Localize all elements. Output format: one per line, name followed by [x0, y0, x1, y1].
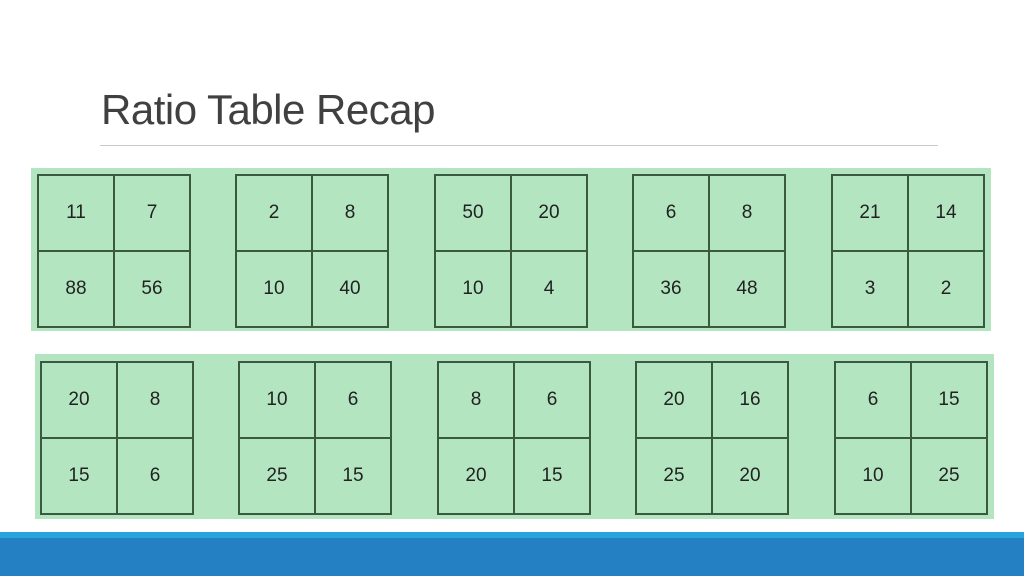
ratio-cell: 20	[636, 362, 712, 438]
ratio-cell: 56	[114, 251, 190, 327]
ratio-cell: 20	[438, 438, 514, 514]
ratio-table: 11 7 88 56	[37, 174, 191, 328]
ratio-cell: 10	[236, 251, 312, 327]
ratio-cell: 6	[315, 362, 391, 438]
ratio-cell: 14	[908, 175, 984, 251]
footer-bar	[0, 538, 1024, 576]
ratio-table: 2 8 10 40	[235, 174, 389, 328]
ratio-table: 6 8 36 48	[632, 174, 786, 328]
ratio-table: 6 15 10 25	[834, 361, 988, 515]
title-divider	[100, 145, 938, 146]
ratio-cell: 25	[636, 438, 712, 514]
footer-accent-bar	[0, 532, 1024, 538]
ratio-cell: 50	[435, 175, 511, 251]
ratio-table: 21 14 3 2	[831, 174, 985, 328]
ratio-cell: 7	[114, 175, 190, 251]
ratio-cell: 25	[239, 438, 315, 514]
ratio-cell: 6	[514, 362, 590, 438]
ratio-cell: 6	[835, 362, 911, 438]
ratio-cell: 10	[239, 362, 315, 438]
ratio-cell: 8	[312, 175, 388, 251]
ratio-cell: 20	[41, 362, 117, 438]
ratio-cell: 4	[511, 251, 587, 327]
ratio-table: 20 16 25 20	[635, 361, 789, 515]
ratio-cell: 8	[117, 362, 193, 438]
ratio-cell: 48	[709, 251, 785, 327]
ratio-cell: 10	[435, 251, 511, 327]
slide-title: Ratio Table Recap	[101, 86, 435, 133]
ratio-cell: 10	[835, 438, 911, 514]
ratio-cell: 11	[38, 175, 114, 251]
ratio-cell: 2	[236, 175, 312, 251]
ratio-cell: 15	[41, 438, 117, 514]
ratio-cell: 21	[832, 175, 908, 251]
ratio-table: 20 8 15 6	[40, 361, 194, 515]
ratio-table: 10 6 25 15	[238, 361, 392, 515]
ratio-cell: 20	[511, 175, 587, 251]
ratio-cell: 2	[908, 251, 984, 327]
ratio-cell: 8	[438, 362, 514, 438]
ratio-cell: 25	[911, 438, 987, 514]
ratio-cell: 16	[712, 362, 788, 438]
ratio-cell: 6	[117, 438, 193, 514]
ratio-cell: 40	[312, 251, 388, 327]
ratio-cell: 15	[514, 438, 590, 514]
ratio-cell: 15	[315, 438, 391, 514]
ratio-table: 8 6 20 15	[437, 361, 591, 515]
ratio-cell: 36	[633, 251, 709, 327]
ratio-cell: 20	[712, 438, 788, 514]
ratio-cell: 6	[633, 175, 709, 251]
ratio-table: 50 20 10 4	[434, 174, 588, 328]
ratio-cell: 8	[709, 175, 785, 251]
ratio-cell: 88	[38, 251, 114, 327]
ratio-cell: 3	[832, 251, 908, 327]
ratio-cell: 15	[911, 362, 987, 438]
